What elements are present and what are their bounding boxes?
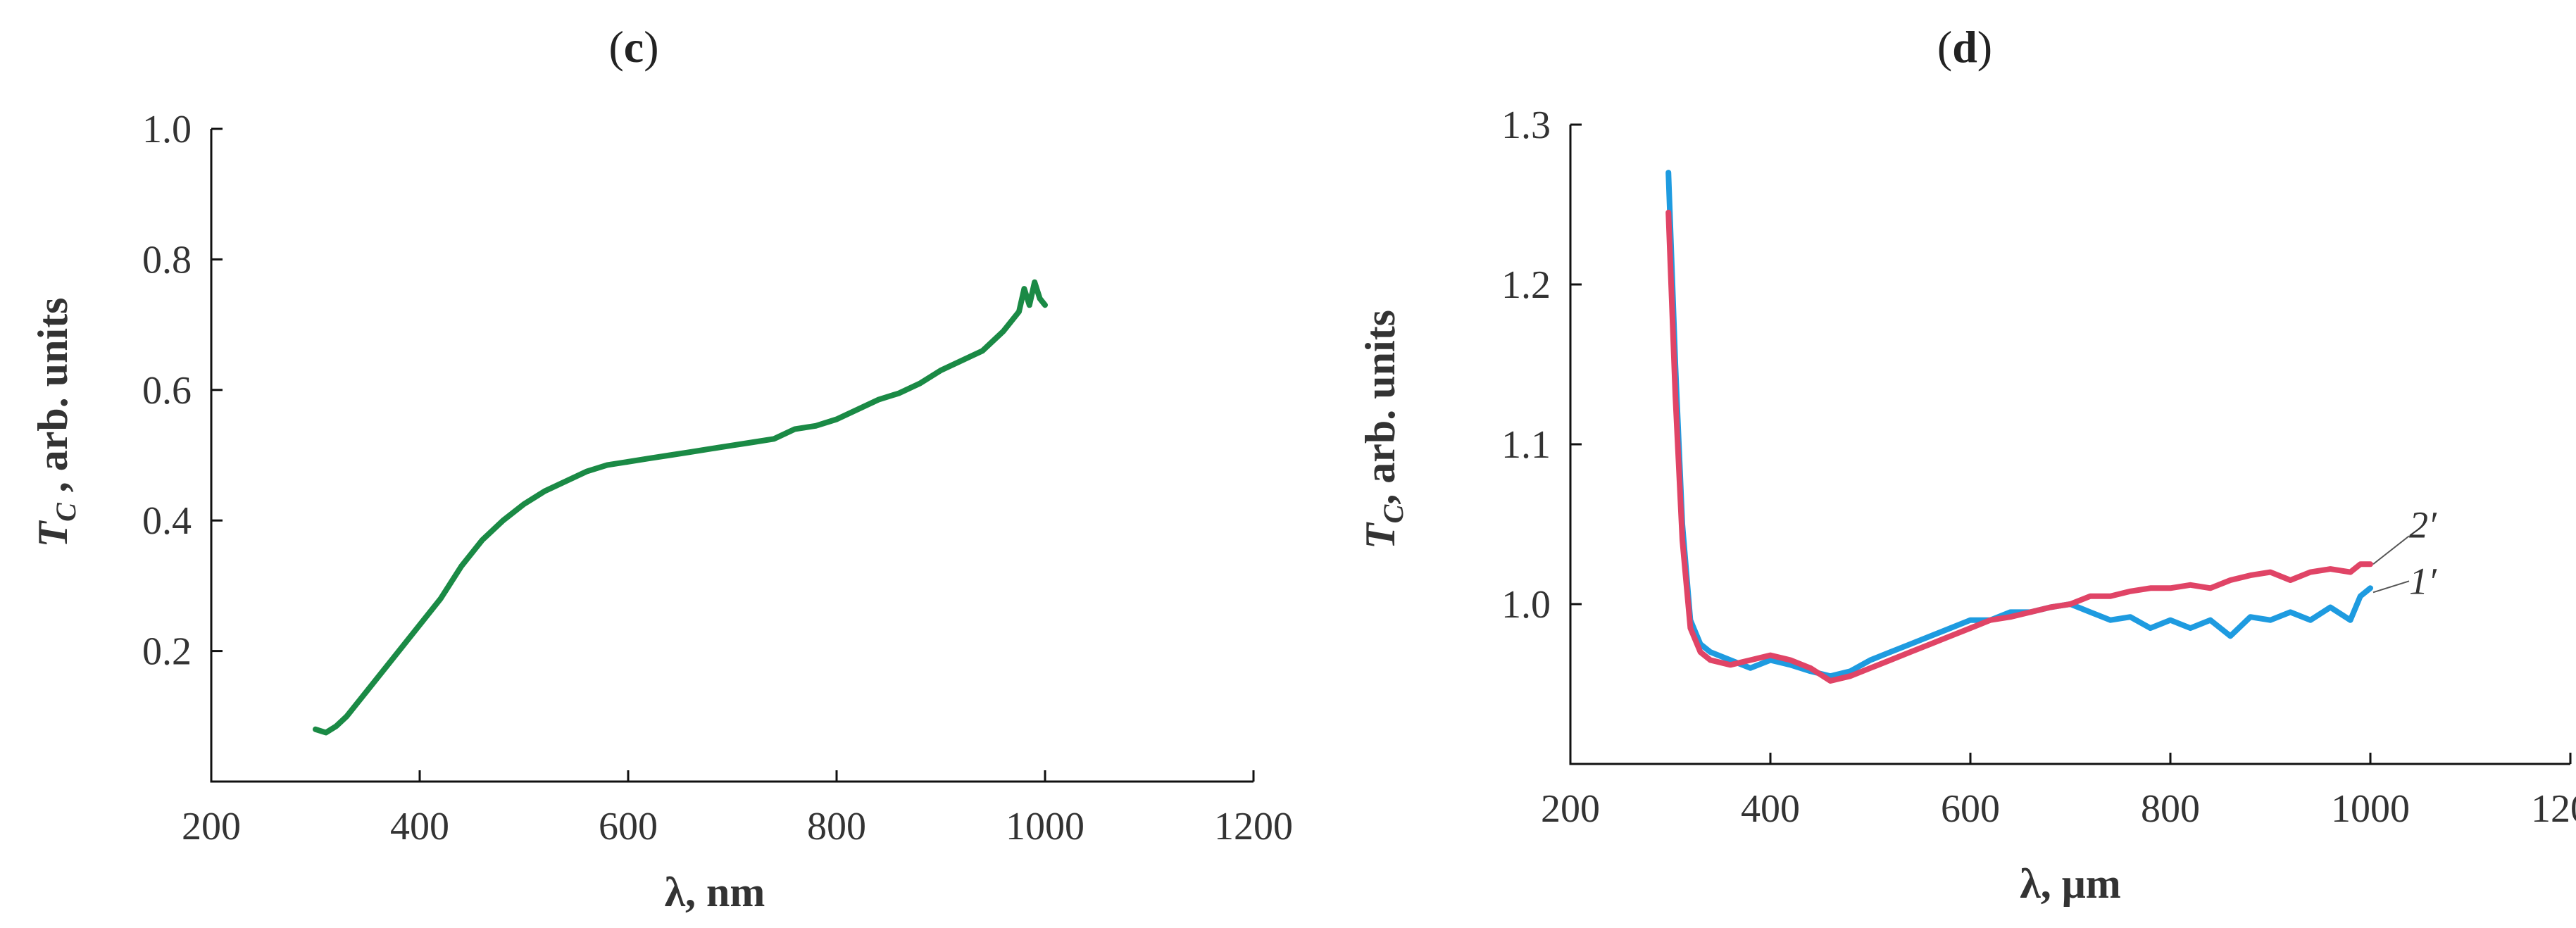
y-tick-label: 1.0 xyxy=(142,108,192,151)
y-tick-label: 0.6 xyxy=(142,369,192,413)
x-tick-label: 600 xyxy=(599,805,658,848)
curve-1-label: 1′ xyxy=(2409,560,2437,602)
x-tick-label: 1200 xyxy=(1214,805,1293,848)
x-tick-label: 400 xyxy=(390,805,449,848)
x-tick-label: 800 xyxy=(2141,787,2200,831)
axes xyxy=(210,129,1253,783)
y-axis-label: TC, arb. units xyxy=(1357,310,1409,549)
series-line-curve-1 xyxy=(1665,170,2373,679)
x-tick-label: 1000 xyxy=(1006,805,1084,848)
series-group xyxy=(1665,170,2373,684)
panel-d: (d) 1.0 1.1 1.2 1.3 200 400 600 800 1000 1200 2′… xyxy=(1357,22,2576,907)
axes xyxy=(1569,125,2570,765)
x-tick-label: 600 xyxy=(1941,787,2000,831)
x-tick-labels: 200 400 600 800 1000 1200 xyxy=(182,770,1293,848)
y-tick-labels: 1.0 1.1 1.2 1.3 xyxy=(1501,104,1582,627)
panel-title: (d) xyxy=(1937,22,1992,72)
y-tick-label: 0.8 xyxy=(142,238,192,282)
x-tick-label: 200 xyxy=(1541,787,1600,831)
x-axis-label: λ, μm xyxy=(2020,860,2120,907)
y-axis-label: TC , arb. units xyxy=(30,297,82,547)
y-tick-label: 1.2 xyxy=(1501,263,1551,307)
panel-title: (c) xyxy=(608,22,658,72)
curve-1-leader-line xyxy=(2372,580,2410,594)
x-tick-labels: 200 400 600 800 1000 1200 xyxy=(1541,753,2576,831)
y-tick-label: 0.4 xyxy=(142,499,192,543)
x-tick-label: 1200 xyxy=(2531,787,2576,831)
curve-2-leader-line xyxy=(2372,535,2410,565)
x-tick-label: 1000 xyxy=(2331,787,2410,831)
x-axis-label: λ, nm xyxy=(665,869,765,915)
y-tick-labels: 0.2 0.4 0.6 0.8 1.0 xyxy=(142,108,223,674)
series-line-curve-2 xyxy=(1665,209,2373,684)
curve-2-label: 2′ xyxy=(2409,503,2437,546)
panel-c: (c) 0.2 0.4 0.6 0.8 1.0 200 400 600 800 1000 1200… xyxy=(30,22,1293,915)
series-line-main xyxy=(313,279,1048,736)
x-tick-label: 200 xyxy=(182,805,241,848)
series-group xyxy=(313,279,1048,736)
y-tick-label: 0.2 xyxy=(142,630,192,674)
y-tick-label: 1.1 xyxy=(1501,423,1551,467)
y-tick-label: 1.3 xyxy=(1501,104,1551,147)
y-tick-label: 1.0 xyxy=(1501,583,1551,627)
x-tick-label: 400 xyxy=(1741,787,1800,831)
x-tick-label: 800 xyxy=(807,805,866,848)
